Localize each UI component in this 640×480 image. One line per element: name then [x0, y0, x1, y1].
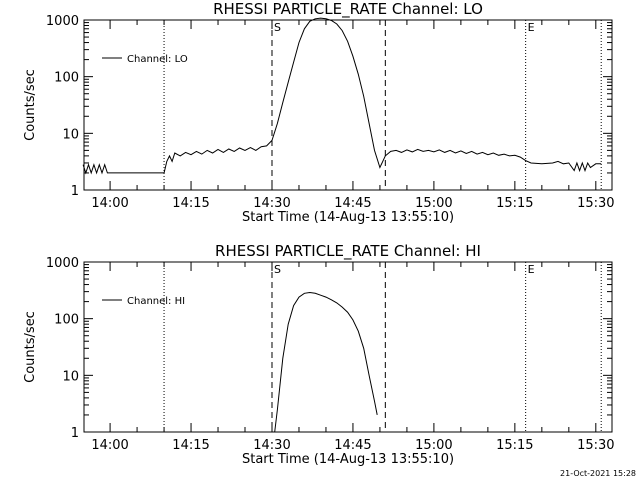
x-tick-label: 15:30 [577, 196, 614, 211]
plot-frame [83, 261, 613, 433]
y-tick-label: 10 [62, 127, 79, 142]
series-line [274, 291, 378, 433]
x-tick-label: 14:45 [334, 438, 371, 453]
legend-entry: Channel: HI [127, 296, 185, 307]
x-tick-label: 15:00 [415, 438, 452, 453]
footer-timestamp: 21-Oct-2021 15:28 [560, 469, 636, 478]
x-tick-label: 14:00 [91, 438, 128, 453]
x-tick-label: 14:15 [172, 196, 209, 211]
y-tick-label: 10 [62, 369, 79, 384]
y-tick-label: 100 [54, 313, 79, 328]
x-tick-label: 14:30 [253, 438, 290, 453]
y-tick-label: 1 [71, 184, 79, 199]
x-tick-label: 15:00 [415, 196, 452, 211]
y-axis-label: Counts/sec [23, 311, 38, 383]
chart-title: RHESSI PARTICLE_RATE Channel: HI [215, 242, 481, 261]
x-tick-label: 15:15 [496, 438, 533, 453]
marker-label: E [528, 21, 535, 34]
chart-title: RHESSI PARTICLE_RATE Channel: LO [213, 0, 483, 19]
x-tick-label: 15:30 [577, 438, 614, 453]
legend-entry: Channel: LO [127, 54, 188, 65]
marker-label: E [528, 263, 535, 276]
y-tick-label: 1 [71, 426, 79, 441]
x-axis-label: Start Time (14-Aug-13 13:55:10) [242, 452, 454, 467]
y-tick-label: 1000 [46, 14, 79, 29]
y-tick-label: 1000 [46, 256, 79, 271]
plot-frame [83, 19, 613, 191]
x-axis-label: Start Time (14-Aug-13 13:55:10) [242, 210, 454, 225]
x-tick-label: 14:45 [334, 196, 371, 211]
x-tick-label: 14:30 [253, 196, 290, 211]
chart-panel-hi: RHESSI PARTICLE_RATE Channel: HI 1 10 100 10… [23, 242, 615, 467]
x-tick-label: 15:15 [496, 196, 533, 211]
marker-label: S [274, 263, 281, 276]
y-tick-label: 100 [54, 71, 79, 86]
marker-label: S [274, 21, 281, 34]
chart-panel-lo: RHESSI PARTICLE_RATE Channel: LO 1 10 100 10… [23, 0, 615, 225]
y-axis-label: Counts/sec [23, 69, 38, 141]
series-line [82, 17, 602, 175]
x-tick-label: 14:00 [91, 196, 128, 211]
x-tick-label: 14:15 [172, 438, 209, 453]
